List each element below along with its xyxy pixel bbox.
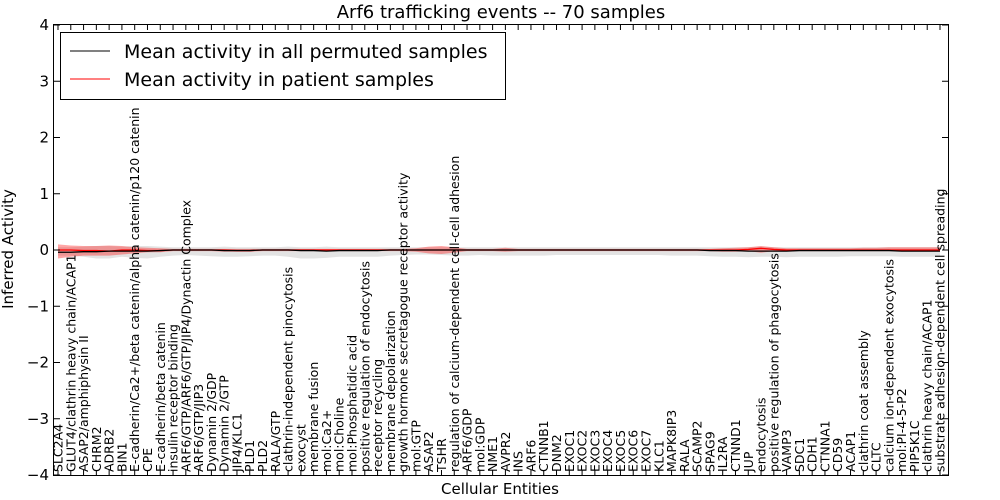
x-category-label: PLD1 — [242, 440, 257, 472]
x-category-label: BIN1 — [114, 442, 129, 472]
y-tick-label: −2 — [27, 354, 49, 372]
x-category-label: clathrin coat assembly — [856, 330, 871, 472]
x-category-label: EXOC3 — [587, 430, 602, 472]
legend-label-permuted: Mean activity in all permuted samples — [124, 41, 487, 63]
x-category-label: mol:Choline — [332, 397, 347, 472]
x-category-label: JUP — [741, 451, 756, 473]
y-tick-label: 3 — [39, 72, 49, 90]
legend: Mean activity in all permuted samples Me… — [60, 32, 506, 100]
x-category-label: PIP5K1C — [907, 420, 922, 472]
x-category-label: positive regulation of endocytosis — [357, 261, 372, 472]
x-category-label: insulin receptor binding — [166, 324, 181, 472]
y-tick-label: 2 — [39, 129, 49, 147]
x-category-label: ARF6 — [523, 440, 538, 472]
x-category-label: mol:GTP — [408, 420, 423, 472]
x-category-label: CTNNA1 — [817, 420, 832, 472]
x-category-label: E-cadherin/Ca2+/beta catenin/alpha caten… — [127, 107, 142, 472]
x-category-label: mol:GDP — [472, 417, 487, 472]
x-category-label: MAPK8IP3 — [664, 410, 679, 472]
y-axis-label: Inferred Activity — [0, 189, 17, 309]
x-category-label: DNM2 — [549, 434, 564, 472]
y-tick-label: 1 — [39, 185, 49, 203]
x-category-label: ACAP1 — [843, 431, 858, 472]
x-category-label: mol:PI-4-5-P2 — [894, 388, 909, 472]
x-category-label: EXOC4 — [600, 430, 615, 472]
y-axis-ticks: −4 −3 −2 −1 0 1 2 3 4 — [27, 16, 948, 484]
x-category-label: SDC1 — [792, 438, 807, 472]
x-category-label: AVPR2 — [498, 432, 513, 472]
series-line-permuted — [58, 249, 940, 253]
x-category-label: CLTC — [869, 442, 884, 472]
x-category-label: endocytosis — [754, 397, 769, 472]
chart-title: Arf6 trafficking events -- 70 samples — [337, 2, 666, 23]
x-category-label: E-cadherin/beta catenin — [153, 322, 168, 472]
x-category-label: ARF6/GTP/ARF6/GTP/JIP4/Dynactin Complex — [178, 200, 193, 472]
x-category-label: Dynamin 2/GTP — [217, 375, 232, 472]
x-category-label: regulation of calcium-dependent cell-cel… — [447, 156, 462, 472]
x-axis-ticks — [57, 25, 941, 475]
x-category-label: Dynamin 2/GDP — [204, 372, 219, 472]
x-category-label: ARF6/GTP/JIP3 — [191, 384, 206, 472]
x-category-label: SLC2A4 — [51, 424, 66, 472]
x-category-label: KLC1 — [651, 440, 666, 472]
x-category-label: ASAP2 — [421, 431, 436, 472]
x-category-label: PLD2 — [255, 440, 270, 472]
x-category-label: RALA — [677, 439, 692, 472]
x-category-label: mol:Phosphatidic acid — [345, 335, 360, 472]
x-category-label: exocyst — [293, 424, 308, 472]
x-category-label: receptor recycling — [370, 359, 385, 472]
x-category-label: CDH1 — [805, 436, 820, 472]
x-category-label: EXOC6 — [626, 430, 641, 472]
x-category-label: EXOC5 — [613, 430, 628, 472]
x-category-label: calcium ion-dependent exocytosis — [881, 259, 896, 472]
y-tick-label: −4 — [27, 466, 49, 484]
x-category-label: JIP4/KLC1 — [229, 413, 244, 473]
x-category-label: CTNND1 — [728, 419, 743, 472]
x-category-label: VAMP3 — [779, 429, 794, 472]
x-category-label: CD59 — [830, 438, 845, 472]
x-category-label: clathrin heavy chain/ACAP1 — [920, 299, 935, 472]
x-category-label: ASAP2/amphiphysin II — [76, 335, 91, 472]
x-category-label: clathrin-independent pinocytosis — [281, 267, 296, 472]
x-category-label: NME1 — [485, 436, 500, 472]
x-category-label: EXOC1 — [562, 430, 577, 472]
x-category-label: mol:Ca2+ — [319, 410, 334, 472]
band-permuted — [58, 246, 940, 259]
x-category-label: INS — [511, 451, 526, 472]
x-axis-label: Cellular Entities — [441, 480, 559, 498]
y-tick-label: −1 — [27, 297, 49, 315]
x-category-label: ARF6/GDP — [460, 408, 475, 472]
x-category-label: EXOC2 — [575, 430, 590, 472]
x-category-label: TSHR — [434, 438, 449, 473]
x-category-label: GLUT4/clathrin heavy chain/ACAP1 — [63, 254, 78, 472]
x-category-label: membrane depolarization — [383, 311, 398, 472]
series-lines — [58, 247, 940, 253]
x-category-label: SCAMP2 — [690, 421, 705, 473]
x-category-label: CTNNB1 — [536, 420, 551, 472]
y-tick-label: −3 — [27, 410, 49, 428]
x-category-label: growth hormone secretagogue receptor act… — [396, 172, 411, 472]
plot-frame — [53, 24, 949, 476]
y-tick-label: 4 — [39, 16, 49, 34]
y-tick-label: 0 — [39, 241, 49, 259]
x-category-label: CPE — [140, 448, 155, 472]
legend-label-patient: Mean activity in patient samples — [124, 69, 434, 91]
x-category-label: positive regulation of phagocytosis — [766, 253, 781, 472]
x-category-label: IL2RA — [715, 436, 730, 472]
x-category-label: SPAG9 — [702, 431, 717, 472]
x-category-label: substrate adhesion-dependent cell spread… — [933, 189, 948, 472]
x-category-label: RALA/GTP — [268, 410, 283, 472]
x-category-label: CHRM2 — [89, 426, 104, 472]
x-category-label: ADRB2 — [102, 429, 117, 472]
legend-box — [60, 32, 506, 100]
x-category-label: membrane fusion — [306, 362, 321, 472]
x-category-label: EXOC7 — [639, 430, 654, 472]
